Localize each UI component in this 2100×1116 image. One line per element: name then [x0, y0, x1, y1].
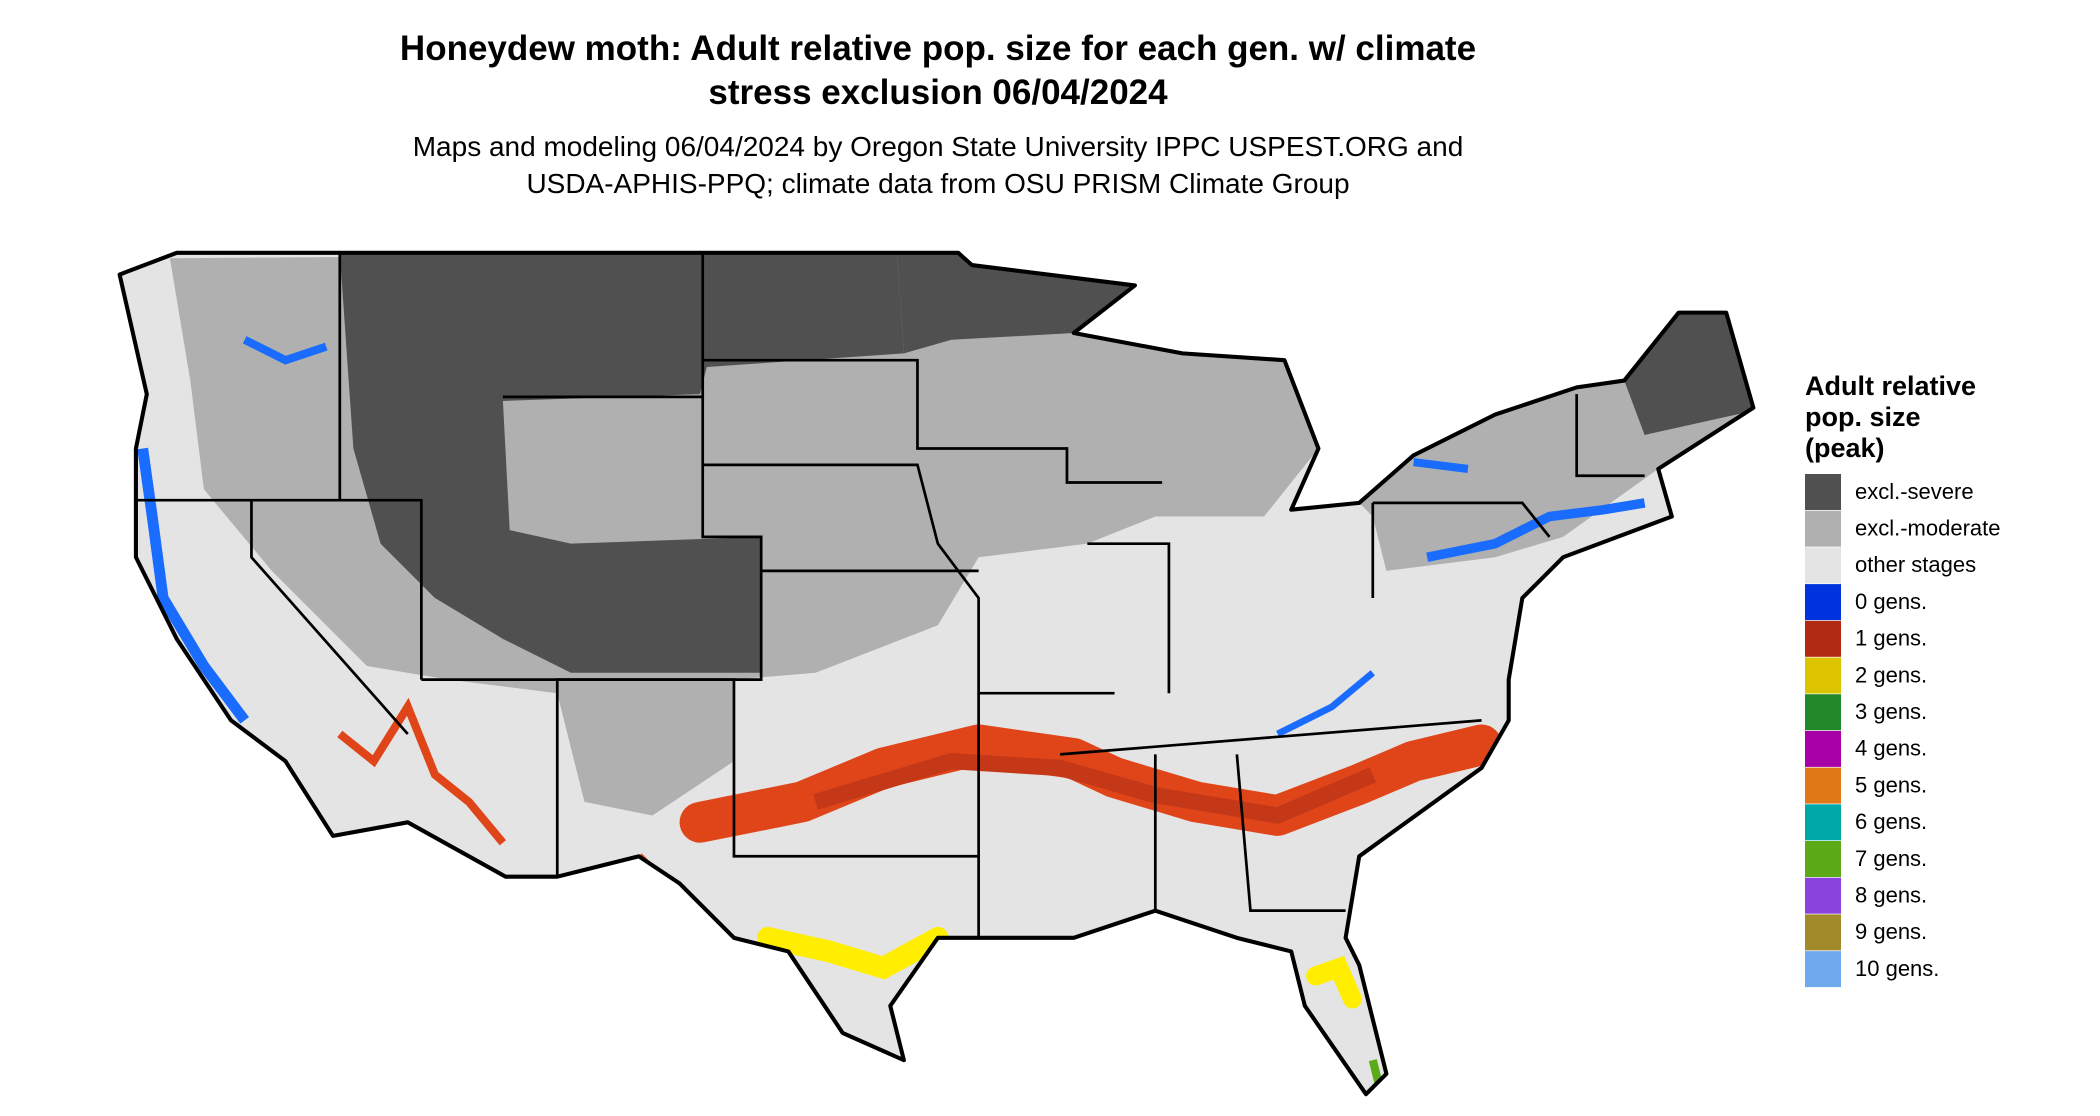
legend-label: 4 gens.: [1855, 736, 1927, 761]
legend-swatch: [1805, 694, 1841, 731]
zero-gen-patch: [1426, 498, 1646, 562]
state-borders: [135, 252, 1645, 938]
one-gen-patch: [337, 697, 507, 846]
legend-label: 1 gens.: [1855, 626, 1927, 651]
legend-label: 2 gens.: [1855, 662, 1927, 687]
legend-swatch: [1805, 951, 1841, 988]
zero-gen-patch: [137, 447, 250, 724]
legend-label: 3 gens.: [1855, 699, 1927, 724]
legend-label: 8 gens.: [1855, 883, 1927, 908]
state-border: [1235, 754, 1346, 913]
legend-swatch: [1805, 877, 1841, 914]
legend-swatch: [1805, 474, 1841, 510]
legend-label: 9 gens.: [1855, 919, 1927, 944]
title-line: stress exclusion 06/04/2024: [708, 73, 1168, 112]
legend-swatch: [1805, 547, 1841, 584]
state-border: [1575, 394, 1645, 478]
legend-swatch: [1805, 841, 1841, 877]
state-border: [421, 678, 979, 858]
state-border: [1087, 542, 1171, 694]
us-map: [117, 250, 1756, 1097]
legend-label: 10 gens.: [1855, 956, 1939, 981]
legend-label: excl.-severe: [1855, 479, 1974, 504]
legend-label: other stages: [1855, 552, 1976, 577]
legend-swatch: [1805, 914, 1841, 951]
legend-swatch: [1805, 730, 1841, 767]
subtitle-line: USDA-APHIS-PPQ; climate data from OSU PR…: [526, 168, 1349, 199]
state-border: [1060, 719, 1482, 756]
state-border: [250, 500, 409, 735]
legend-swatch: [1805, 620, 1841, 657]
legend-label: 7 gens.: [1855, 846, 1927, 871]
title-line: Honeydew moth: Adult relative pop. size …: [400, 29, 1476, 68]
legend-swatch: [1805, 657, 1841, 694]
legend-swatch: [1805, 767, 1841, 804]
legend-title-line: Adult relative: [1805, 371, 1976, 401]
us-outline: [117, 250, 1756, 1097]
two-gen-patch: [1306, 955, 1362, 1009]
legend-label: 5 gens.: [1855, 772, 1927, 797]
zero-gen-patch: [242, 336, 328, 365]
one-gen-band: [813, 752, 1377, 824]
legend-swatch: [1805, 510, 1841, 547]
severe-area: [339, 252, 904, 673]
legend-label: 0 gens.: [1855, 589, 1927, 614]
legend-swatch: [1805, 804, 1841, 841]
zero-gen-patch: [1413, 458, 1469, 473]
state-border: [135, 498, 423, 680]
legend-title-line: pop. size: [1805, 402, 1921, 432]
severe-area: [1624, 312, 1754, 435]
state-border: [1372, 501, 1551, 538]
legend-title-line: (peak): [1805, 433, 1885, 463]
two-gen-band: [757, 926, 949, 980]
legend-swatch: [1805, 584, 1841, 621]
legend-label: excl.-moderate: [1855, 516, 2001, 541]
legend-label: 6 gens.: [1855, 809, 1927, 834]
zero-gen-patch: [1276, 670, 1375, 738]
legend: Adult relative pop. size (peak) excl.-se…: [1805, 371, 2001, 988]
subtitle-line: Maps and modeling 06/04/2024 by Oregon S…: [413, 131, 1464, 162]
state-border: [702, 358, 1163, 484]
